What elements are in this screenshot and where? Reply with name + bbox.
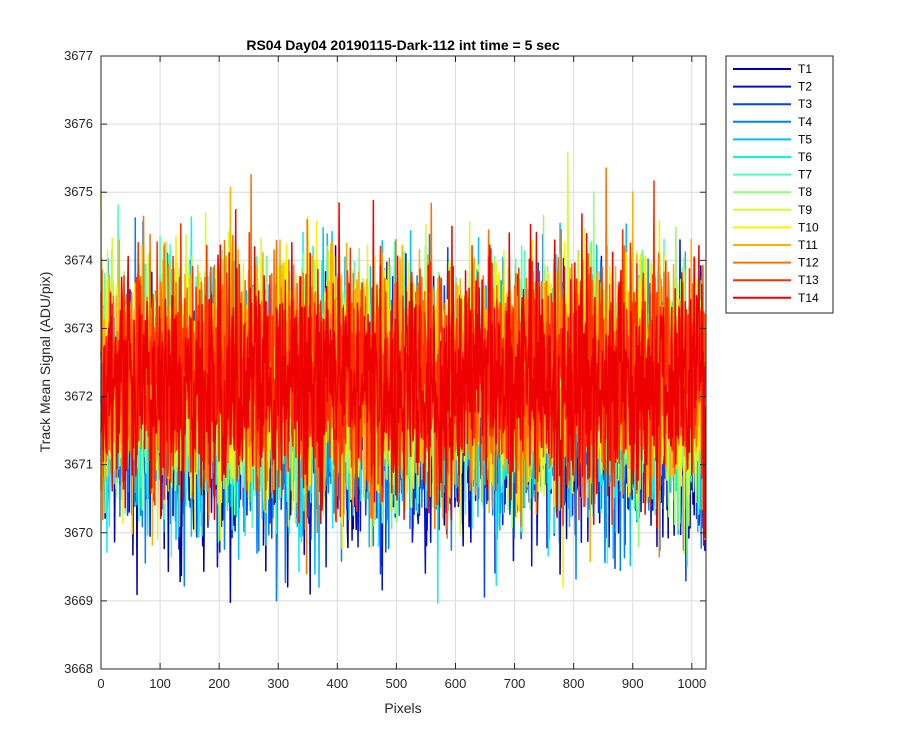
x-tick-label: 300 — [267, 676, 289, 691]
legend-label-t6: T6 — [798, 150, 812, 164]
y-tick-label: 3676 — [64, 116, 93, 131]
series-layer — [100, 151, 707, 604]
x-tick-label: 900 — [622, 676, 644, 691]
x-tick-label: 800 — [563, 676, 585, 691]
y-axis-ticks: 3668 3669 3670 3671 3672 3673 3674 3675 3676 3677 — [64, 48, 706, 676]
x-tick-label: 400 — [326, 676, 348, 691]
y-tick-label: 3668 — [64, 661, 93, 676]
legend-label-t11: T11 — [798, 238, 818, 252]
legend-label-t2: T2 — [798, 80, 812, 94]
x-tick-label: 700 — [504, 676, 526, 691]
y-tick-label: 3672 — [64, 389, 93, 404]
series-line-t14 — [100, 199, 707, 546]
x-tick-label: 600 — [445, 676, 467, 691]
legend-label-t4: T4 — [798, 115, 812, 129]
y-tick-label: 3673 — [64, 320, 93, 335]
y-tick-label: 3674 — [64, 252, 93, 267]
legend-label-t9: T9 — [798, 203, 812, 217]
legend-label-t13: T13 — [798, 273, 819, 287]
legend-label-t14: T14 — [798, 291, 819, 305]
x-tick-label: 100 — [149, 676, 171, 691]
legend-label-t10: T10 — [798, 220, 819, 234]
x-axis-label: Pixels — [384, 700, 421, 716]
legend-label-t8: T8 — [798, 185, 812, 199]
x-tick-label: 0 — [97, 676, 104, 691]
x-tick-label: 500 — [386, 676, 408, 691]
legend-label-t1: T1 — [798, 62, 812, 76]
legend-box — [725, 55, 834, 314]
chart-title: RS04 Day04 20190115-Dark-112 int time = … — [246, 37, 559, 53]
y-tick-label: 3669 — [64, 593, 93, 608]
legend-label-t3: T3 — [798, 97, 812, 111]
x-axis-ticks: 0 100 200 300 400 500 600 700 800 900 1000 — [97, 56, 706, 691]
y-tick-label: 3671 — [64, 457, 93, 472]
legend-label-t12: T12 — [798, 256, 819, 270]
y-axis-label: Track Mean Signal (ADU/pix) — [37, 272, 53, 453]
legend: T1 T2 T3 T4 T5 T6 T7 T8 T9 T10 T11 T12 T13 T14 — [725, 55, 834, 314]
y-tick-label: 3677 — [64, 48, 93, 63]
plot-frame — [100, 55, 707, 670]
y-tick-label: 3675 — [64, 184, 93, 199]
legend-label-t5: T5 — [798, 132, 812, 146]
y-tick-label: 3670 — [64, 525, 93, 540]
legend-label-t7: T7 — [798, 168, 812, 182]
x-tick-label: 200 — [208, 676, 230, 691]
x-tick-label: 1000 — [677, 676, 706, 691]
